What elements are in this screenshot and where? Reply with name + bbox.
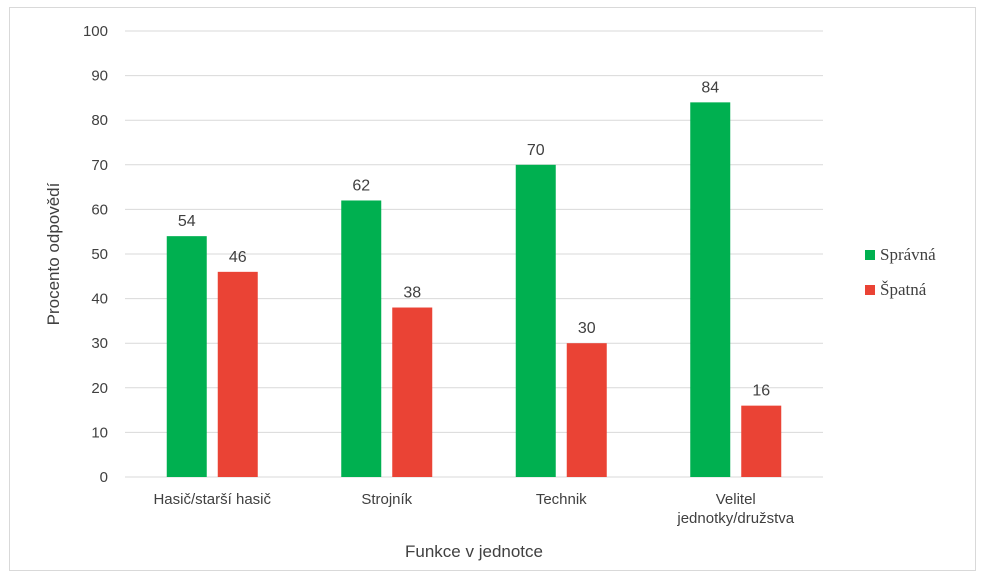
legend: Správná Špatná [865,245,936,299]
y-tick-label: 80 [91,112,108,129]
y-tick-label: 40 [91,291,108,308]
y-tick-label: 30 [91,335,108,352]
data-label: 16 [752,383,770,400]
y-tick-label: 100 [83,23,108,40]
data-label: 46 [229,249,247,266]
x-axis-title: Funkce v jednotce [405,542,543,561]
legend-swatch [865,250,875,260]
x-axis-ticks: Hasič/starší hasič Strojník Technik Velitel… [153,491,794,527]
bar-spravna [690,102,731,478]
y-axis-title: Procento odpovědí [44,182,63,325]
data-label: 38 [403,285,421,302]
data-label: 30 [578,320,596,337]
y-tick-label: 90 [91,68,108,85]
bar-spatna [392,307,433,477]
data-label: 84 [701,79,719,96]
x-tick-label: Strojník [361,491,412,508]
x-tick-label: Technik [536,491,587,508]
legend-label: Špatná [880,280,927,299]
y-tick-label: 0 [100,469,108,486]
data-labels: 54 46 62 38 70 30 84 16 [178,79,770,399]
bar-spravna [515,164,556,478]
bar-spatna [217,271,258,477]
y-tick-label: 50 [91,246,108,263]
legend-label: Správná [880,245,936,264]
y-tick-label: 10 [91,424,108,441]
bar-spatna [566,343,607,477]
x-tick-label: Hasič/starší hasič [153,491,271,508]
x-tick-label: jednotky/družstva [676,510,794,527]
legend-swatch [865,285,875,295]
bar-spravna [341,200,382,478]
y-axis-ticks: 0 10 20 30 40 50 60 70 80 90 100 [83,23,108,486]
y-tick-label: 70 [91,157,108,174]
y-tick-label: 20 [91,380,108,397]
bars [166,102,782,478]
x-tick-label: Velitel [716,491,756,508]
bar-spravna [166,236,207,477]
bar-spatna [741,405,782,477]
y-tick-label: 60 [91,201,108,218]
data-label: 54 [178,213,196,230]
data-label: 62 [352,177,370,194]
data-label: 70 [527,142,545,159]
